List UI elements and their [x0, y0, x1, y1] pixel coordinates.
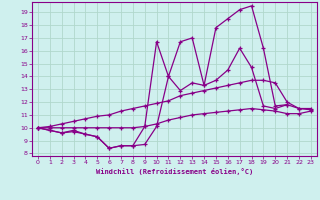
X-axis label: Windchill (Refroidissement éolien,°C): Windchill (Refroidissement éolien,°C): [96, 168, 253, 175]
